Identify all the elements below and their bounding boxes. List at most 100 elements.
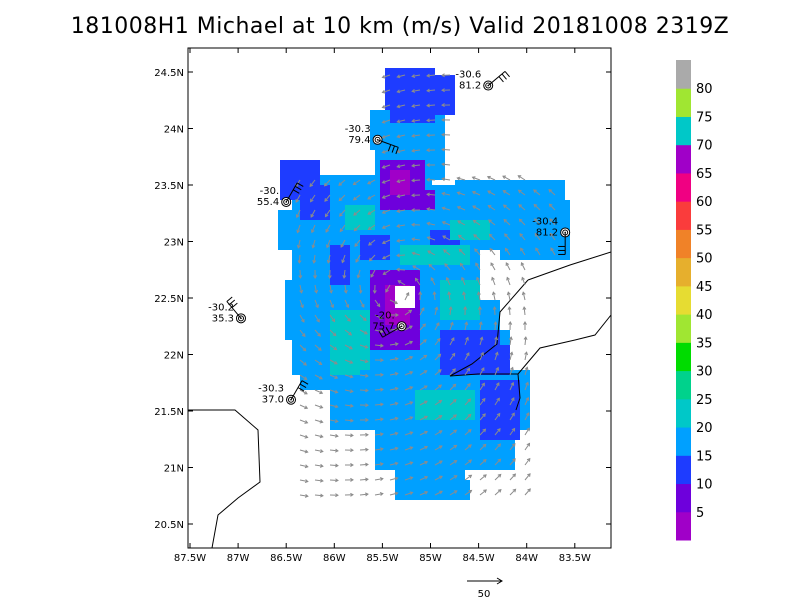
sonde-barb-feather xyxy=(391,145,395,153)
wind-vector xyxy=(329,299,335,309)
lon-tick-label: 87.5W xyxy=(174,553,206,564)
sonde-barb-feather xyxy=(231,302,238,308)
wind-vector xyxy=(419,323,426,331)
wind-vector xyxy=(548,189,556,196)
wind-speed-region xyxy=(300,185,330,220)
wind-vector xyxy=(297,254,302,264)
wind-vector xyxy=(507,306,512,316)
sonde-barb-feather xyxy=(378,330,384,338)
wind-vector xyxy=(419,339,427,346)
lat-tick-label: 24.5N xyxy=(154,68,184,79)
colorbar-segment xyxy=(676,116,691,146)
wind-vector xyxy=(509,427,516,436)
wind-vector xyxy=(396,223,406,228)
wind-vector xyxy=(449,414,457,421)
sonde-barb-feather xyxy=(387,144,392,152)
wind-vector xyxy=(344,492,354,497)
wind-vector xyxy=(299,344,307,352)
colorbar-segment xyxy=(676,455,691,485)
wind-vector xyxy=(434,490,443,496)
wind-vector xyxy=(524,457,531,466)
wind-vector xyxy=(449,475,458,481)
wind-vector xyxy=(476,276,481,286)
wind-vector xyxy=(381,89,391,94)
wind-vector xyxy=(449,321,454,331)
wind-vector xyxy=(487,190,496,196)
wind-vector xyxy=(329,389,339,394)
wind-vector xyxy=(309,179,316,188)
wind-vector xyxy=(509,473,517,481)
wind-vector xyxy=(434,384,443,391)
wind-vector xyxy=(370,269,376,278)
wind-vector xyxy=(329,463,339,468)
wind-vector xyxy=(502,204,511,211)
sonde-barb-feather xyxy=(229,299,236,305)
wind-vector xyxy=(426,88,436,93)
wind-vector xyxy=(404,371,414,376)
wind-vector xyxy=(298,269,303,279)
wind-vector xyxy=(344,403,354,408)
wind-speed-region xyxy=(440,330,500,375)
sonde-circle-inner xyxy=(485,82,492,89)
colorbar-segment xyxy=(676,88,691,117)
colorbar-label: 25 xyxy=(696,393,713,408)
wind-vector xyxy=(534,232,541,241)
wind-speed-region xyxy=(345,205,375,230)
sonde-barb-feather xyxy=(292,189,300,194)
lon-tick-label: 87W xyxy=(227,553,250,564)
wind-vector xyxy=(314,463,324,468)
colorbar: 5 10 15 20 25 30 35 40 45 50 55 60 65 70 75 80 xyxy=(676,60,713,541)
wind-vector xyxy=(374,492,384,496)
wind-vector xyxy=(457,234,466,241)
wind-vector xyxy=(374,358,384,363)
wind-vector xyxy=(504,247,511,256)
wind-vector xyxy=(505,262,511,271)
wind-vector xyxy=(389,342,399,347)
wind-vector xyxy=(524,488,531,496)
wind-vector xyxy=(502,190,511,196)
wind-vector xyxy=(325,224,331,233)
wind-vector xyxy=(550,247,556,256)
colorbar-label: 40 xyxy=(696,308,713,323)
wind-vector xyxy=(549,218,556,226)
wind-vector xyxy=(444,263,451,271)
wind-vector xyxy=(314,344,322,351)
sonde-barb-feather xyxy=(297,387,305,392)
sonde-circle-inner xyxy=(288,396,295,403)
sonde-pressure-label: -20. xyxy=(375,310,395,321)
wind-vector xyxy=(324,209,331,218)
wind-vector xyxy=(449,383,457,391)
wind-vector xyxy=(367,224,376,231)
wind-vector xyxy=(404,292,410,301)
wind-vector xyxy=(411,148,421,153)
wind-vector xyxy=(396,74,406,79)
wind-vector xyxy=(520,261,526,271)
wind-vector xyxy=(324,194,331,202)
sonde-speed-label: 55.4 xyxy=(257,197,279,208)
wind-vector xyxy=(310,209,316,218)
wind-vector xyxy=(374,432,384,437)
wind-vector xyxy=(479,413,486,421)
wind-vector xyxy=(326,239,331,249)
wind-vector xyxy=(441,117,451,122)
lon-tick-label: 84.5W xyxy=(463,553,495,564)
wind-vector xyxy=(478,321,483,331)
wind-vector xyxy=(329,314,336,323)
wind-vector xyxy=(412,265,421,271)
wind-vector xyxy=(404,340,414,346)
wind-vector xyxy=(352,194,361,201)
wind-vector xyxy=(404,416,414,421)
sonde-barb-feather xyxy=(226,296,233,302)
wind-vector xyxy=(389,371,399,376)
wind-vector xyxy=(381,179,391,184)
wind-vector xyxy=(426,148,436,153)
lon-tick-label: 86.5W xyxy=(270,553,302,564)
wind-vector xyxy=(299,434,309,439)
wind-vector xyxy=(519,233,526,241)
wind-vector xyxy=(509,351,514,361)
wind-vector xyxy=(381,134,391,139)
colorbar-label: 65 xyxy=(696,167,713,182)
wind-vector xyxy=(464,398,472,406)
wind-vector xyxy=(449,490,458,496)
wind-vector xyxy=(479,459,487,466)
